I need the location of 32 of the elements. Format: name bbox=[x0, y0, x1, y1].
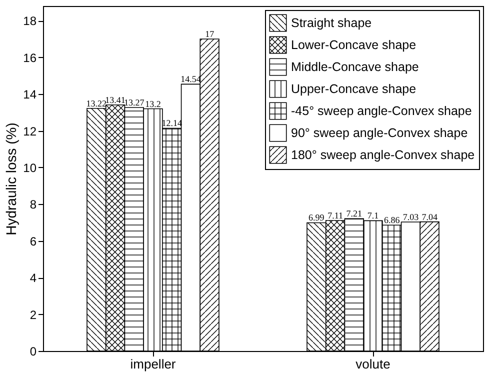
data-label: 13.2 bbox=[145, 98, 161, 109]
legend-label: 90° sweep angle-Convex shape bbox=[291, 126, 468, 140]
data-label: 6.99 bbox=[308, 212, 325, 223]
y-tick-label: 6 bbox=[30, 234, 37, 248]
legend-label: Upper-Concave shape bbox=[291, 82, 416, 96]
y-tick-label: 14 bbox=[23, 88, 37, 102]
legend-label: -45° sweep angle-Convex shape bbox=[291, 104, 472, 118]
data-label: 7.03 bbox=[402, 212, 420, 222]
data-label: 7.04 bbox=[422, 212, 438, 222]
y-tick-label: 18 bbox=[23, 14, 37, 28]
data-label: 7.21 bbox=[346, 208, 362, 219]
data-label: 13.27 bbox=[124, 97, 145, 108]
y-tick-label: 2 bbox=[30, 308, 37, 322]
data-label: 6.86 bbox=[384, 215, 400, 226]
data-label: 17 bbox=[205, 29, 215, 40]
data-label: 13.41 bbox=[105, 94, 126, 105]
y-tick-label: 12 bbox=[23, 124, 37, 138]
y-tick-label: 8 bbox=[30, 198, 37, 212]
legend-label: 180° sweep angle-Convex shape bbox=[291, 148, 475, 162]
y-tick-label: 16 bbox=[23, 50, 37, 65]
legend-label: Middle-Concave shape bbox=[291, 60, 419, 74]
y-axis-title: Hydraulic loss (%) bbox=[3, 122, 20, 236]
y-tick-label: 0 bbox=[30, 344, 37, 358]
data-label: 13.22 bbox=[86, 98, 107, 108]
data-label: 7.11 bbox=[328, 210, 343, 221]
x-tick-label: impeller bbox=[130, 356, 176, 372]
y-tick-label: 10 bbox=[23, 160, 37, 175]
y-tick-label: 4 bbox=[30, 271, 37, 286]
data-label: 7.1 bbox=[367, 210, 379, 221]
legend-label: Straight shape bbox=[291, 16, 372, 30]
legend-label: Lower-Concave shape bbox=[291, 38, 416, 52]
x-tick-label: volute bbox=[356, 356, 390, 372]
